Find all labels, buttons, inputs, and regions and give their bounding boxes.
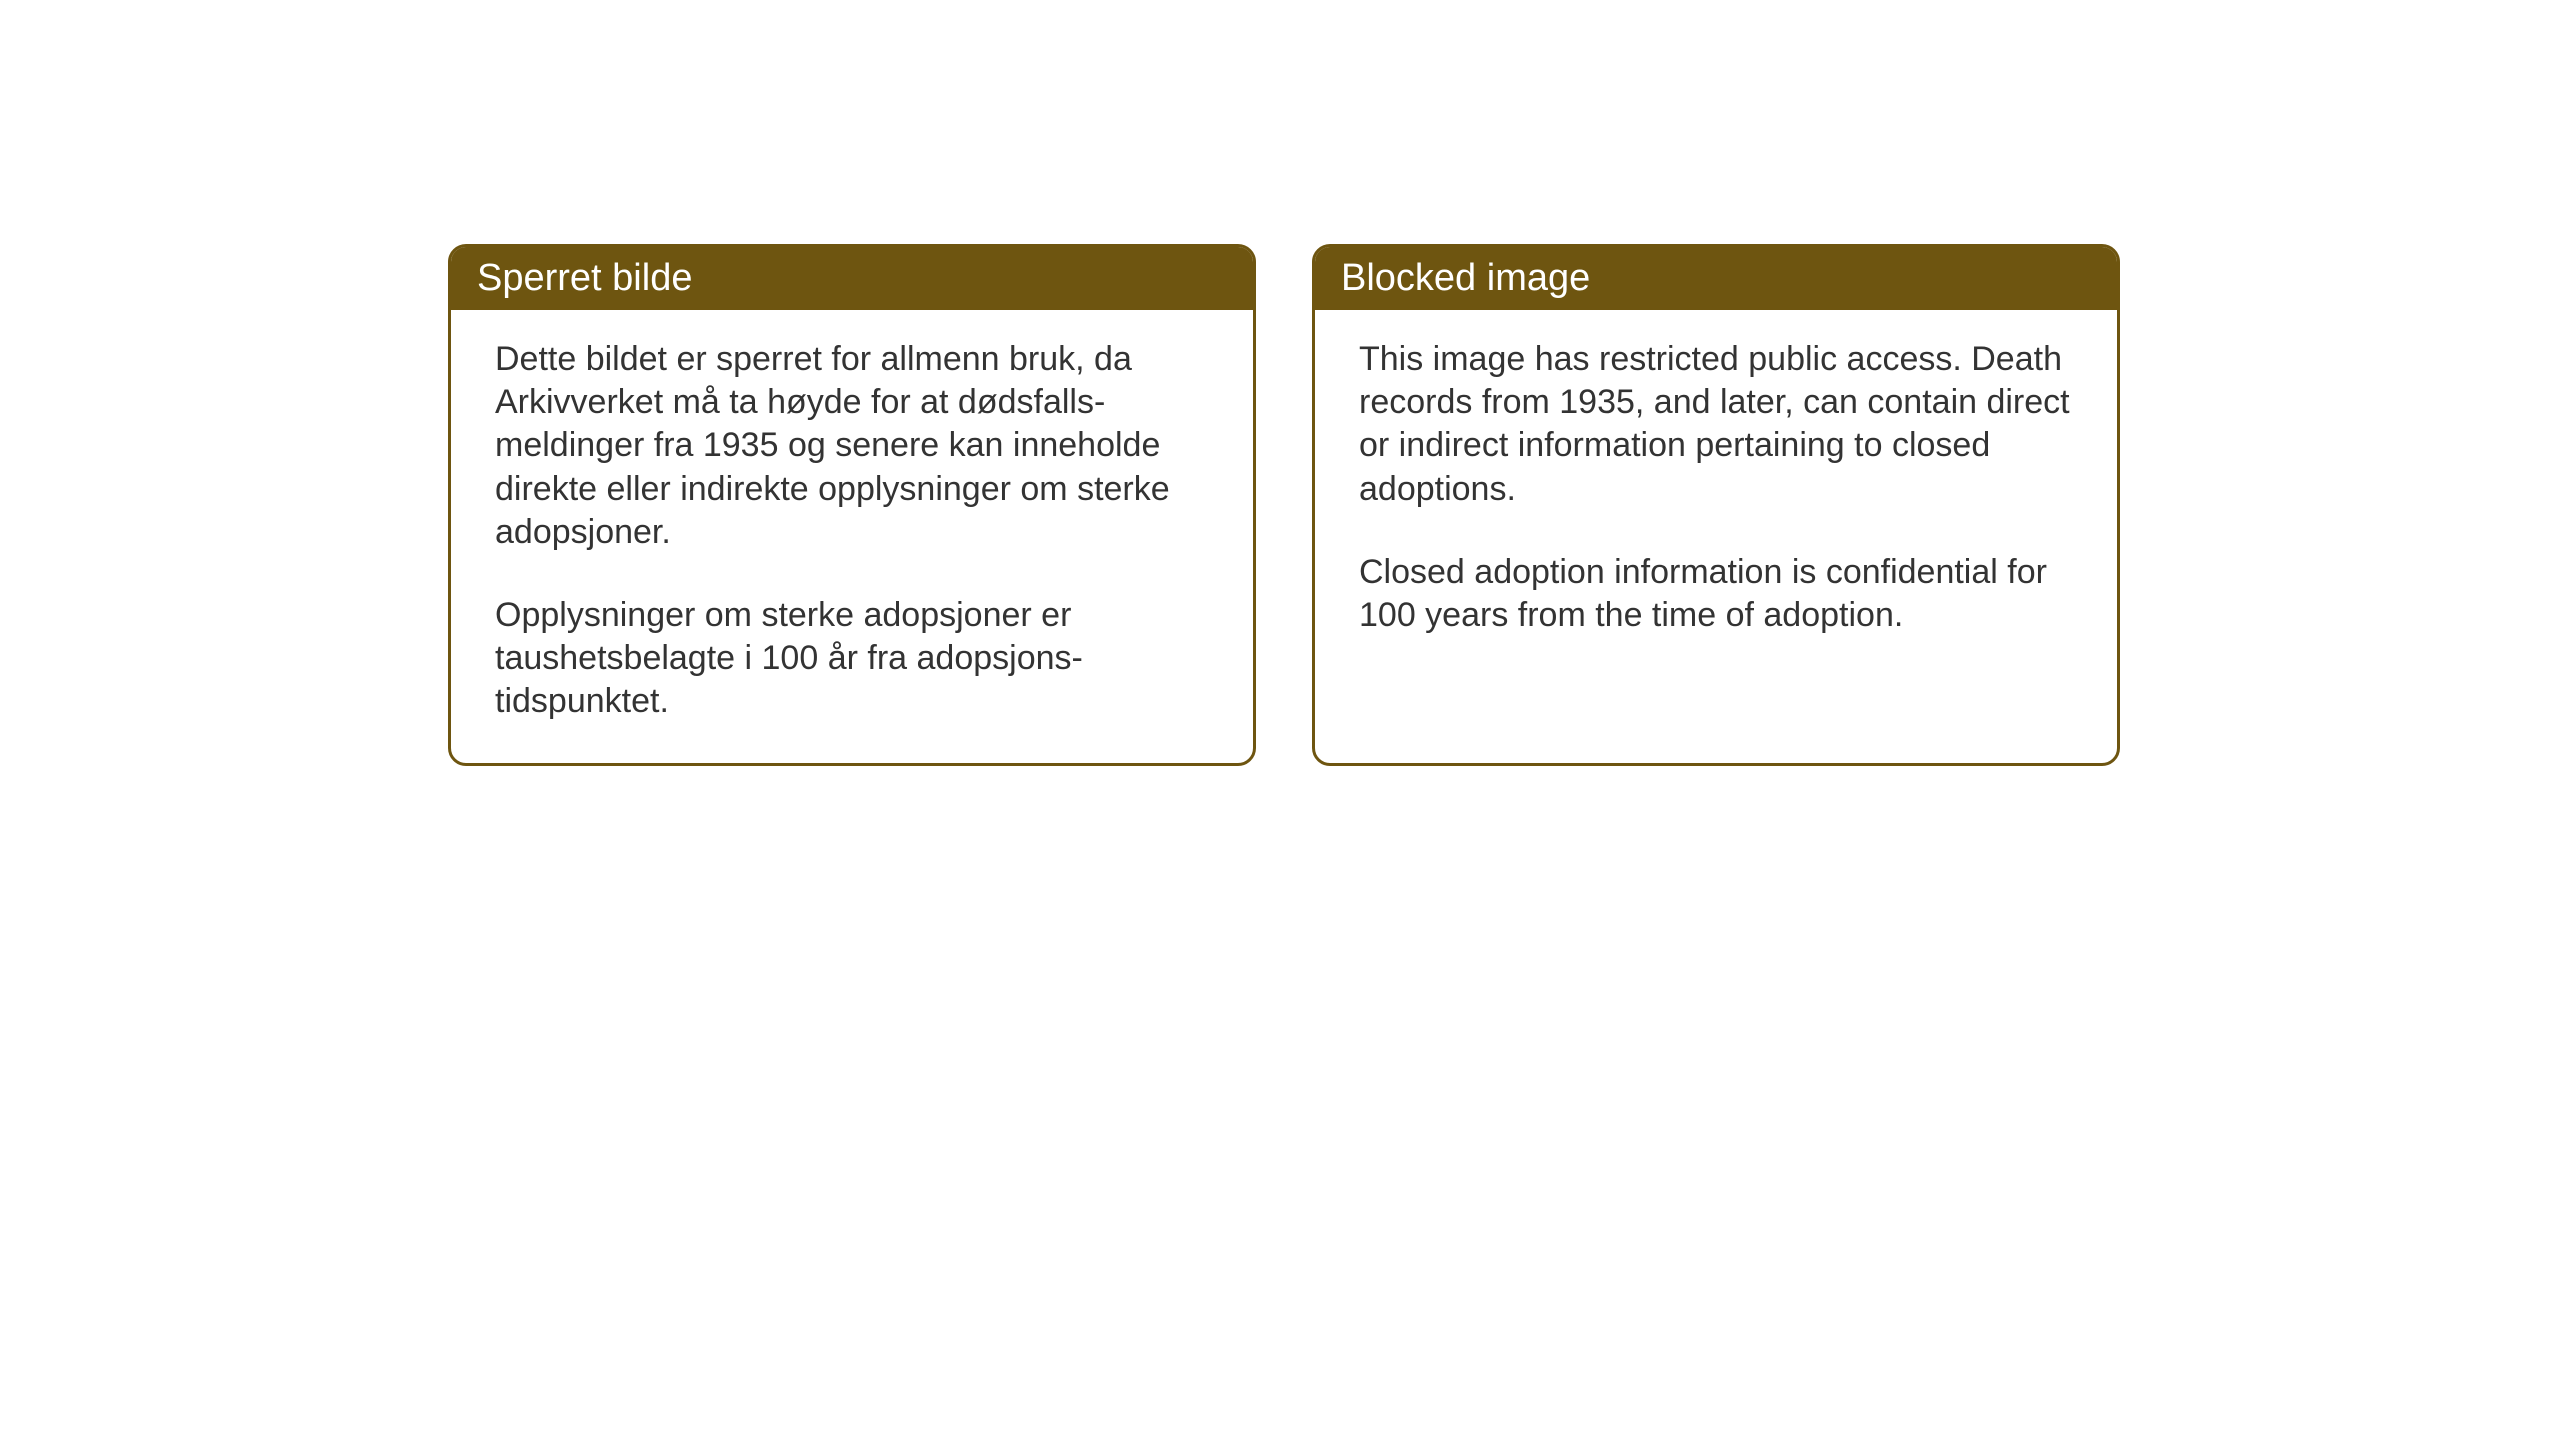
notice-paragraph-1-english: This image has restricted public access.… bbox=[1359, 338, 2073, 511]
notice-body-norwegian: Dette bildet er sperret for allmenn bruk… bbox=[451, 310, 1253, 763]
notice-paragraph-2-norwegian: Opplysninger om sterke adopsjoner er tau… bbox=[495, 594, 1209, 724]
notice-box-english: Blocked image This image has restricted … bbox=[1312, 244, 2120, 766]
notice-container: Sperret bilde Dette bildet er sperret fo… bbox=[448, 244, 2120, 766]
notice-title-english: Blocked image bbox=[1341, 257, 1590, 299]
notice-body-english: This image has restricted public access.… bbox=[1315, 310, 2117, 750]
notice-header-norwegian: Sperret bilde bbox=[451, 247, 1253, 310]
notice-paragraph-1-norwegian: Dette bildet er sperret for allmenn bruk… bbox=[495, 338, 1209, 554]
notice-box-norwegian: Sperret bilde Dette bildet er sperret fo… bbox=[448, 244, 1256, 766]
notice-header-english: Blocked image bbox=[1315, 247, 2117, 310]
notice-title-norwegian: Sperret bilde bbox=[477, 257, 692, 299]
notice-paragraph-2-english: Closed adoption information is confident… bbox=[1359, 551, 2073, 637]
